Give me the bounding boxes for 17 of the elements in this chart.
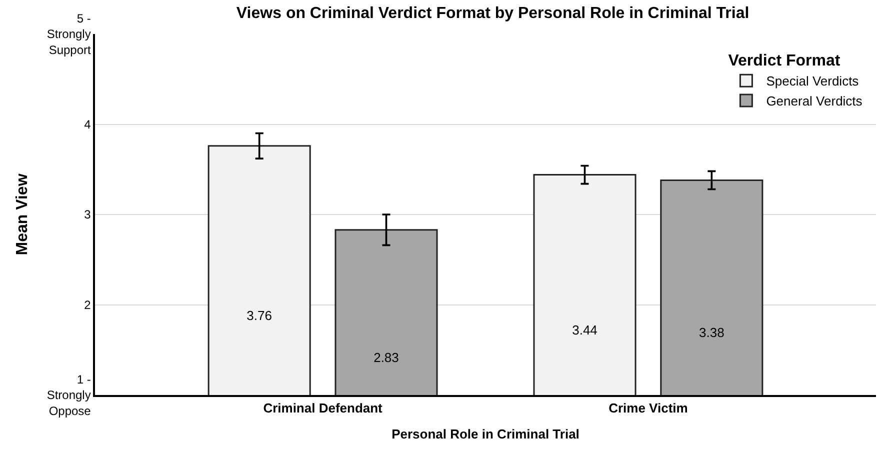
- y-tick-label: 4: [84, 117, 92, 132]
- y-tick-label: 2: [84, 298, 92, 312]
- y-tick-label: 1 - Strongly Oppose: [46, 372, 92, 418]
- x-tick-label: Crime Victim: [608, 400, 688, 416]
- data-label: 3.44: [572, 322, 598, 338]
- legend-title: Verdict Format: [728, 52, 841, 70]
- data-label: 2.83: [374, 350, 399, 366]
- y-tick-label: 5 - Strongly Support: [46, 12, 92, 57]
- y-tick-label: 3: [84, 208, 92, 222]
- legend-label: Special Verdicts: [766, 74, 860, 89]
- data-label: 3.76: [246, 308, 272, 324]
- legend-label: General Verdicts: [766, 94, 863, 109]
- chart-title: Views on Criminal Verdict Format by Personal Role in Criminal Trial: [236, 5, 750, 22]
- y-axis-title: Mean View: [14, 173, 32, 256]
- x-tick-label: Criminal Defendant: [263, 400, 384, 416]
- x-axis-title: Personal Role in Criminal Trial: [392, 426, 580, 442]
- data-label: 3.38: [699, 325, 724, 340]
